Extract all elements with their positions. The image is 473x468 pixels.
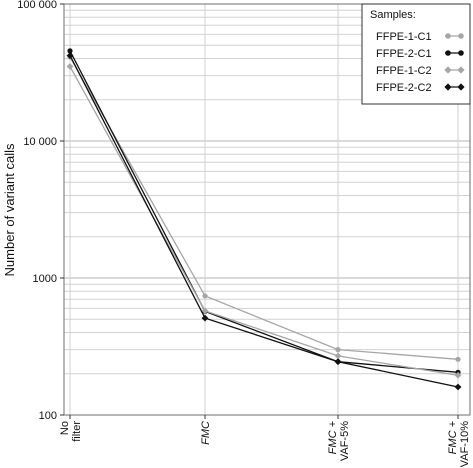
legend-item-label: FFPE-2-C1 [376, 48, 432, 60]
x-tick-label-line: FMC [200, 421, 212, 445]
plot-frame [63, 3, 471, 416]
x-tick-label: FMC + VAF-5% [327, 420, 351, 461]
data-point-marker [454, 383, 462, 391]
series-line [69, 55, 459, 388]
legend-item: FFPE-2-C1 [376, 48, 464, 60]
data-point-marker [201, 314, 209, 322]
data-point-marker [458, 33, 464, 39]
y-tick-label: 100 000 [17, 0, 57, 11]
data-point-marker [457, 66, 465, 74]
series-line [69, 56, 459, 360]
series-line [69, 50, 459, 373]
y-axis-label: Number of variant calls [2, 143, 17, 276]
x-tick-label-line: VAF-5% [339, 421, 351, 461]
data-point-marker [457, 83, 465, 91]
data-point-marker [444, 66, 452, 74]
x-tick-label-line: FMC + [327, 420, 339, 454]
y-tick-label: 100 [39, 410, 57, 422]
legend-item: FFPE-1-C1 [376, 31, 464, 43]
legend-item: FFPE-1-C2 [376, 65, 465, 77]
data-point-marker [335, 347, 341, 353]
data-point-marker [201, 307, 209, 315]
data-point-marker [66, 52, 74, 60]
series-ffpe-1-c2 [66, 63, 462, 379]
x-tick-label-line: FMC + [447, 420, 459, 454]
series-ffpe-2-c2 [66, 52, 462, 391]
series-layer [66, 48, 462, 391]
data-point-marker [445, 33, 451, 39]
legend-item-label: FFPE-2-C2 [376, 82, 432, 94]
x-tick-label: FMC [200, 421, 212, 445]
data-point-marker [334, 358, 342, 366]
x-tick-label-line: VAF-10% [459, 421, 471, 467]
data-point-marker [202, 293, 208, 299]
data-point-marker [445, 50, 451, 56]
x-tick-label-line: No [59, 421, 71, 435]
data-point-marker [67, 48, 73, 54]
x-tick-label-line: filter [71, 421, 83, 442]
data-point-marker [455, 356, 461, 362]
legend-item-label: FFPE-1-C1 [376, 31, 432, 43]
y-tick-label: 10 000 [23, 136, 57, 148]
data-point-marker [444, 83, 452, 91]
legend-item: FFPE-2-C2 [376, 82, 465, 94]
x-tick-label: No filter [59, 421, 83, 442]
legend-item-label: FFPE-1-C2 [376, 65, 432, 77]
data-point-marker [66, 63, 74, 70]
data-point-marker [454, 371, 462, 379]
series-line [69, 66, 459, 376]
x-tick-label: FMC + VAF-10% [447, 420, 471, 467]
legend: Samples: FFPE-1-C1 FFPE-2-C1 FFPE-1-C2 FFPE-… [361, 3, 471, 105]
data-point-marker [334, 352, 342, 360]
legend-title: Samples: [370, 9, 416, 21]
data-point-marker [458, 50, 464, 56]
y-tick-label: 1000 [33, 273, 57, 285]
